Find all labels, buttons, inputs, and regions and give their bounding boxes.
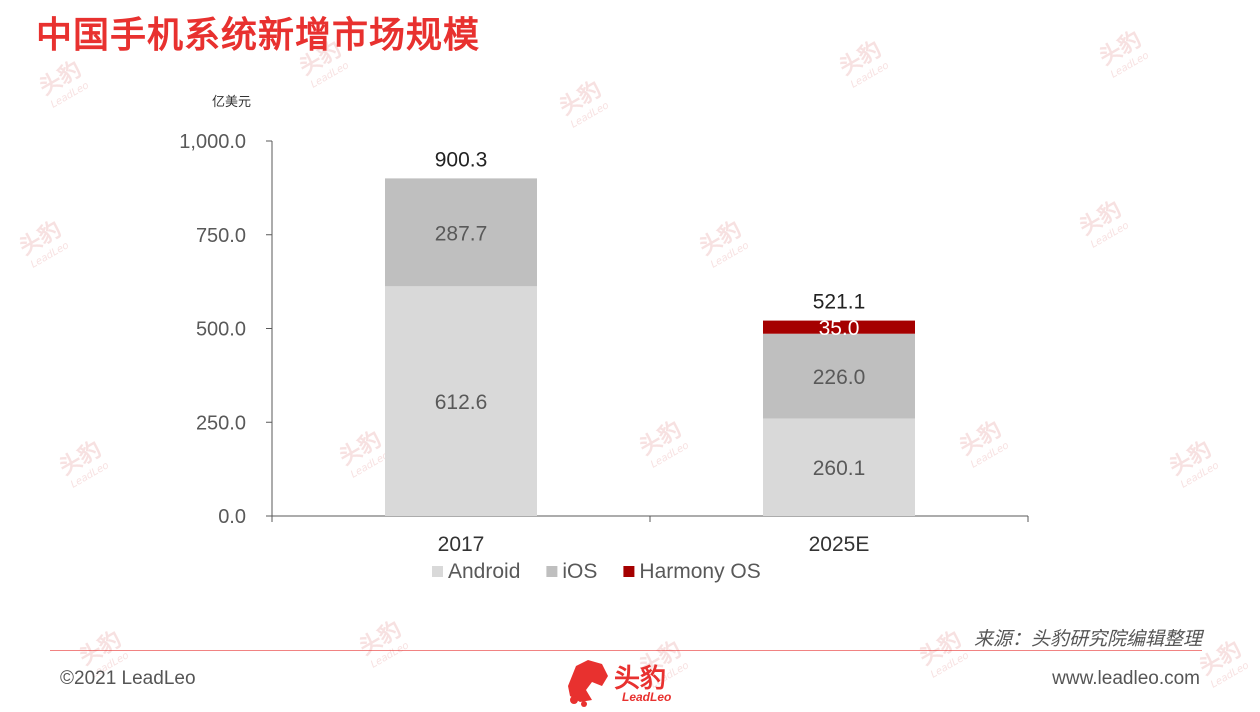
bar-segment-ios: [385, 178, 537, 287]
website-text: www.leadleo.com: [1052, 668, 1200, 689]
page-title: 中国手机系统新增市场规模: [36, 15, 481, 56]
data-label: 612.6: [435, 391, 488, 414]
leadleo-logo: 头豹 LeadLeo: [562, 656, 692, 708]
leopard-head-icon: [568, 660, 608, 707]
bar-segment-android: [385, 286, 537, 516]
y-tick-label: 750.0: [196, 225, 246, 247]
y-tick-label: 0.0: [218, 506, 246, 528]
legend-label: iOS: [562, 560, 597, 583]
x-tick-label: 2025E: [809, 533, 870, 556]
legend-swatch: [623, 566, 635, 577]
source-note: 来源：头豹研究院编辑整理: [973, 628, 1202, 650]
data-label: 226.0: [813, 366, 866, 389]
legend-swatch: [432, 566, 443, 577]
bar-segment-android: [763, 418, 915, 516]
unit-label: 亿美元: [212, 95, 251, 110]
bar-segment-ios: [763, 333, 915, 419]
y-tick-label: 1,000.0: [179, 131, 246, 153]
x-tick-label: 2017: [438, 533, 485, 556]
legend-label: Android: [448, 560, 520, 583]
legend-label: Harmony OS: [639, 560, 760, 583]
bar-segment-harmony-os: [763, 320, 915, 334]
footer-divider: [50, 650, 1202, 651]
data-label: 287.7: [435, 222, 488, 245]
logo-en-text: LeadLeo: [622, 690, 672, 704]
data-label: 260.1: [813, 457, 866, 480]
y-tick-label: 500.0: [196, 319, 246, 341]
total-label: 900.3: [435, 148, 488, 171]
stacked-bar-chart: 亿美元 0.0 250.0 500.0 750.0 1,000.0 612.6 287.7 90…: [179, 95, 1029, 583]
total-label: 521.1: [813, 291, 866, 314]
data-label: 35.0: [819, 317, 860, 340]
y-tick-label: 250.0: [196, 412, 246, 434]
copyright-text: ©2021 LeadLeo: [60, 668, 196, 689]
logo-cn-text: 头豹: [614, 664, 667, 694]
legend-swatch: [546, 566, 558, 577]
